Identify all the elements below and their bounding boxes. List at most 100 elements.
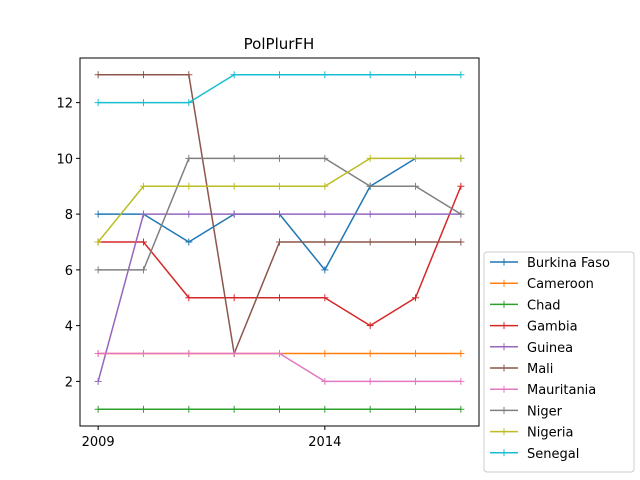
data-point bbox=[321, 377, 329, 385]
series-line-nigeria bbox=[97, 157, 461, 243]
data-point bbox=[412, 350, 420, 358]
legend-label: Senegal bbox=[527, 447, 579, 462]
data-point bbox=[185, 182, 193, 190]
data-point bbox=[366, 71, 374, 79]
legend-item: Niger bbox=[490, 404, 563, 419]
data-point bbox=[94, 238, 102, 246]
series-line-gambia bbox=[98, 185, 462, 327]
data-point bbox=[94, 71, 102, 79]
series-gambia bbox=[94, 182, 465, 330]
data-point bbox=[412, 71, 420, 79]
series-nigeria bbox=[94, 154, 465, 246]
chart-title: PolPlurFH bbox=[244, 35, 315, 53]
data-point bbox=[412, 294, 420, 302]
data-point bbox=[139, 210, 147, 218]
data-point bbox=[276, 154, 283, 162]
series-chad bbox=[94, 405, 465, 413]
legend-label: Guinea bbox=[527, 341, 573, 356]
data-point bbox=[366, 210, 374, 218]
legend-item: Burkina Faso bbox=[490, 256, 610, 271]
data-point bbox=[276, 210, 283, 218]
data-point bbox=[321, 154, 329, 162]
data-point bbox=[457, 350, 465, 358]
data-point bbox=[412, 182, 420, 190]
y-tick-label: 10 bbox=[56, 152, 73, 167]
data-point bbox=[366, 238, 374, 246]
x-tick-label: 2009 bbox=[82, 435, 115, 450]
data-point bbox=[457, 210, 465, 218]
data-point bbox=[321, 238, 329, 246]
data-point bbox=[366, 350, 374, 358]
data-point bbox=[321, 294, 329, 302]
legend-label: Mali bbox=[527, 362, 553, 377]
data-point bbox=[94, 99, 102, 107]
data-point bbox=[457, 154, 465, 162]
data-point bbox=[94, 350, 102, 358]
data-point bbox=[185, 350, 193, 358]
data-point bbox=[457, 238, 465, 246]
legend-label: Burkina Faso bbox=[527, 256, 610, 271]
data-point bbox=[139, 238, 147, 246]
data-point bbox=[276, 71, 283, 79]
data-point bbox=[321, 210, 329, 218]
legend-label: Cameroon bbox=[527, 277, 594, 292]
data-point bbox=[412, 377, 420, 385]
series-line-mauritania bbox=[98, 352, 461, 383]
data-point bbox=[185, 294, 193, 302]
data-point bbox=[185, 71, 193, 79]
data-point bbox=[457, 377, 465, 385]
legend-item: Mali bbox=[490, 362, 553, 377]
data-point bbox=[276, 238, 283, 246]
y-tick-label: 6 bbox=[65, 264, 73, 279]
legend-item: Cameroon bbox=[490, 277, 594, 292]
legend-item: Nigeria bbox=[490, 426, 574, 441]
data-point bbox=[321, 182, 329, 190]
y-tick-label: 12 bbox=[56, 97, 73, 112]
legend-item: Senegal bbox=[490, 447, 579, 462]
data-point bbox=[185, 238, 193, 246]
y-tick-label: 4 bbox=[65, 320, 73, 335]
data-point bbox=[139, 99, 147, 107]
data-point bbox=[185, 405, 193, 413]
data-point bbox=[457, 71, 465, 79]
data-point bbox=[185, 99, 193, 107]
data-point bbox=[139, 71, 147, 79]
data-point bbox=[366, 322, 374, 330]
data-point bbox=[94, 405, 102, 413]
data-point bbox=[321, 71, 329, 79]
data-point bbox=[94, 377, 102, 385]
data-point bbox=[139, 350, 147, 358]
legend-item: Gambia bbox=[490, 320, 578, 335]
data-point bbox=[230, 154, 238, 162]
legend: Burkina Faso Cameroon Chad Gambia Guinea Mali… bbox=[483, 251, 635, 473]
series-senegal bbox=[94, 71, 465, 107]
data-point bbox=[457, 182, 465, 190]
y-tick-label: 8 bbox=[65, 208, 73, 223]
data-point bbox=[94, 210, 102, 218]
data-point bbox=[366, 377, 374, 385]
data-point bbox=[185, 154, 193, 162]
series-niger bbox=[94, 154, 465, 274]
legend-label: Niger bbox=[527, 404, 563, 419]
data-point bbox=[230, 405, 238, 413]
legend-item: Mauritania bbox=[490, 383, 596, 398]
data-point bbox=[412, 154, 420, 162]
legend-item: Guinea bbox=[490, 341, 573, 356]
legend-box bbox=[483, 251, 635, 473]
data-point bbox=[276, 182, 283, 190]
data-point bbox=[412, 238, 420, 246]
legend-label: Nigeria bbox=[527, 426, 574, 441]
data-point bbox=[139, 182, 147, 190]
series-lines bbox=[94, 71, 465, 413]
data-point bbox=[366, 405, 374, 413]
data-point bbox=[139, 266, 147, 274]
data-point bbox=[230, 182, 238, 190]
data-point bbox=[457, 405, 465, 413]
data-point bbox=[412, 210, 420, 218]
axes-ticks: 2 4 6 8 10 12 2009 2014 bbox=[56, 97, 341, 450]
series-line-senegal bbox=[98, 73, 461, 104]
data-point bbox=[139, 405, 147, 413]
series-mauritania bbox=[94, 350, 465, 385]
data-point bbox=[276, 294, 283, 302]
